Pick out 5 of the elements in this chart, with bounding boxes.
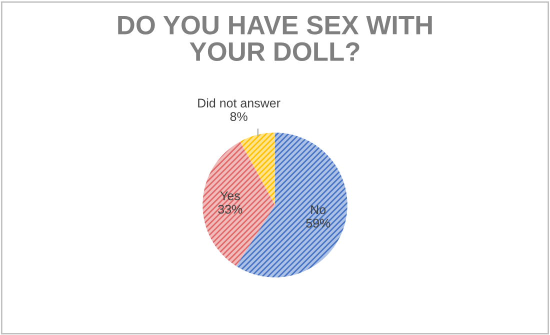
chart-title: DO YOU HAVE SEX WITH YOUR DOLL? [118, 16, 432, 61]
data-label: 8% [230, 112, 248, 121]
slice-label: Did not answer [198, 98, 280, 108]
slice-label: Yes [220, 191, 240, 200]
data-label: 33% [218, 204, 242, 214]
